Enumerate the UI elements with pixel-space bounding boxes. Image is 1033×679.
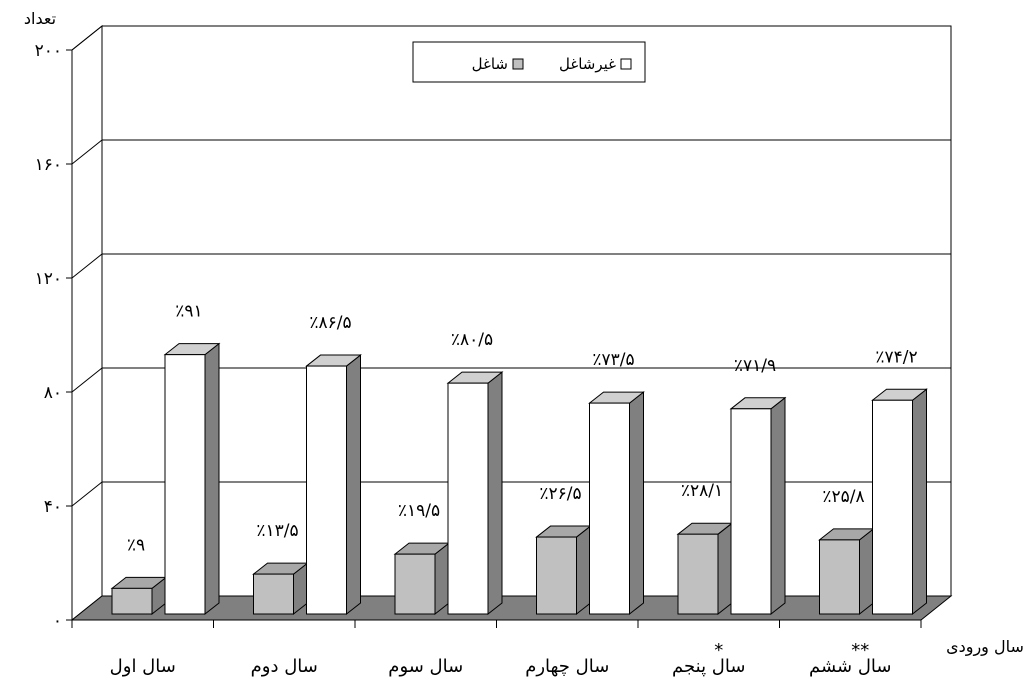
bar-series-1 [676, 522, 734, 616]
bar-series-1 [818, 527, 875, 616]
data-label: ٪۲۵/۸ [822, 487, 864, 507]
x-tick-label: سال ششم [809, 656, 892, 677]
data-label: ٪۷۴/۲ [875, 347, 917, 367]
bar-series-1 [252, 562, 309, 616]
bar-front [872, 399, 913, 615]
bar-front [730, 408, 772, 615]
x-tick-label: سال پنجم [672, 656, 745, 677]
data-label: ٪۲۸/۱ [681, 481, 723, 501]
bar-series-2 [588, 391, 645, 616]
x-tick-label: سال چهارم [525, 656, 609, 677]
legend-label-series-1: شاغل [472, 55, 508, 73]
category-mark: * [714, 640, 723, 661]
bar-side [859, 527, 874, 616]
data-label: ٪۸۶/۵ [309, 313, 351, 333]
bar-side [629, 391, 644, 616]
legend-swatch-series-1 [512, 58, 524, 70]
side-wall [71, 24, 103, 622]
bar-front [819, 539, 860, 615]
y-tick-label: ۸۰ [44, 383, 62, 403]
bar-front [394, 553, 436, 615]
gridline-side [71, 139, 103, 165]
legend: غیرشاغل شاغل [412, 41, 646, 83]
y-axis: ۰ ۴۰ ۸۰ ۱۲۰ ۱۶۰ ۲۰۰ [35, 41, 73, 631]
bar-series-2 [305, 354, 362, 616]
y-tick-label: ۱۶۰ [35, 155, 62, 175]
bars [110, 342, 928, 616]
data-label: ٪۷۱/۹ [734, 356, 776, 376]
bar-series-2 [729, 396, 787, 616]
x-axis-title: سال ورودی [946, 637, 1024, 657]
bar-front [164, 354, 206, 615]
bar-side [912, 388, 927, 616]
bar-series-1 [535, 525, 592, 616]
data-labels: ٪۹ ٪۱۳/۵ ٪۱۹/۵ ٪۲۶/۵ ٪۲۸/۱ ٪۲۵/۸ ٪۹۱ ٪۸۶/۵ ٪۸۰/۵… [127, 302, 918, 556]
data-label: ٪۸۰/۵ [451, 330, 493, 350]
bar-side [770, 396, 786, 616]
gridlines [71, 25, 951, 507]
bar-series-2 [446, 371, 504, 616]
data-label: ٪۹۱ [175, 302, 202, 322]
bar-series-1 [393, 542, 451, 616]
bar-side [487, 371, 503, 616]
legend-label-series-2: غیرشاغل [559, 55, 616, 73]
bar-series-1 [110, 576, 168, 616]
gridline-side [71, 25, 103, 51]
bar-side [204, 342, 220, 616]
x-tick-label: سال سوم [388, 656, 463, 677]
back-wall [101, 25, 952, 597]
bar-front [253, 573, 294, 615]
bar-side [346, 354, 361, 616]
chart-walls [71, 24, 952, 622]
bar-front [111, 587, 153, 615]
data-label: ٪۱۹/۵ [398, 501, 440, 521]
gridline-side [71, 481, 103, 507]
x-tick-label: سال اول [110, 656, 176, 677]
legend-swatch-series-2 [620, 58, 632, 70]
legend-box [412, 41, 646, 83]
y-tick-label: ۱۲۰ [35, 269, 62, 289]
category-mark: ** [851, 640, 869, 661]
y-tick-label: ۴۰ [44, 497, 62, 517]
data-label: ٪۱۳/۵ [256, 521, 298, 541]
bar-series-2 [871, 388, 928, 616]
y-axis-title: تعداد [24, 9, 56, 28]
y-tick-label: ۲۰۰ [35, 41, 62, 61]
y-tick-label: ۰ [53, 611, 62, 631]
bar-front [589, 402, 630, 615]
bar-series-2 [163, 342, 221, 616]
bar-front [447, 382, 489, 615]
bar-side [717, 522, 733, 616]
x-tick-label: سال دوم [251, 656, 318, 677]
gridline-side [71, 367, 103, 393]
gridline-side [71, 253, 103, 279]
x-axis: سال اول سال دوم سال سوم سال چهارم سال پنجم* س… [71, 619, 922, 677]
bar-side [576, 525, 591, 616]
bar-side [434, 542, 450, 616]
data-label: ٪۲۶/۵ [539, 484, 581, 504]
bar-front [536, 536, 577, 615]
data-label: ٪۷۳/۵ [592, 350, 634, 370]
bar-front [677, 533, 719, 615]
data-label: ٪۹ [127, 535, 145, 555]
bar-front [306, 365, 347, 615]
